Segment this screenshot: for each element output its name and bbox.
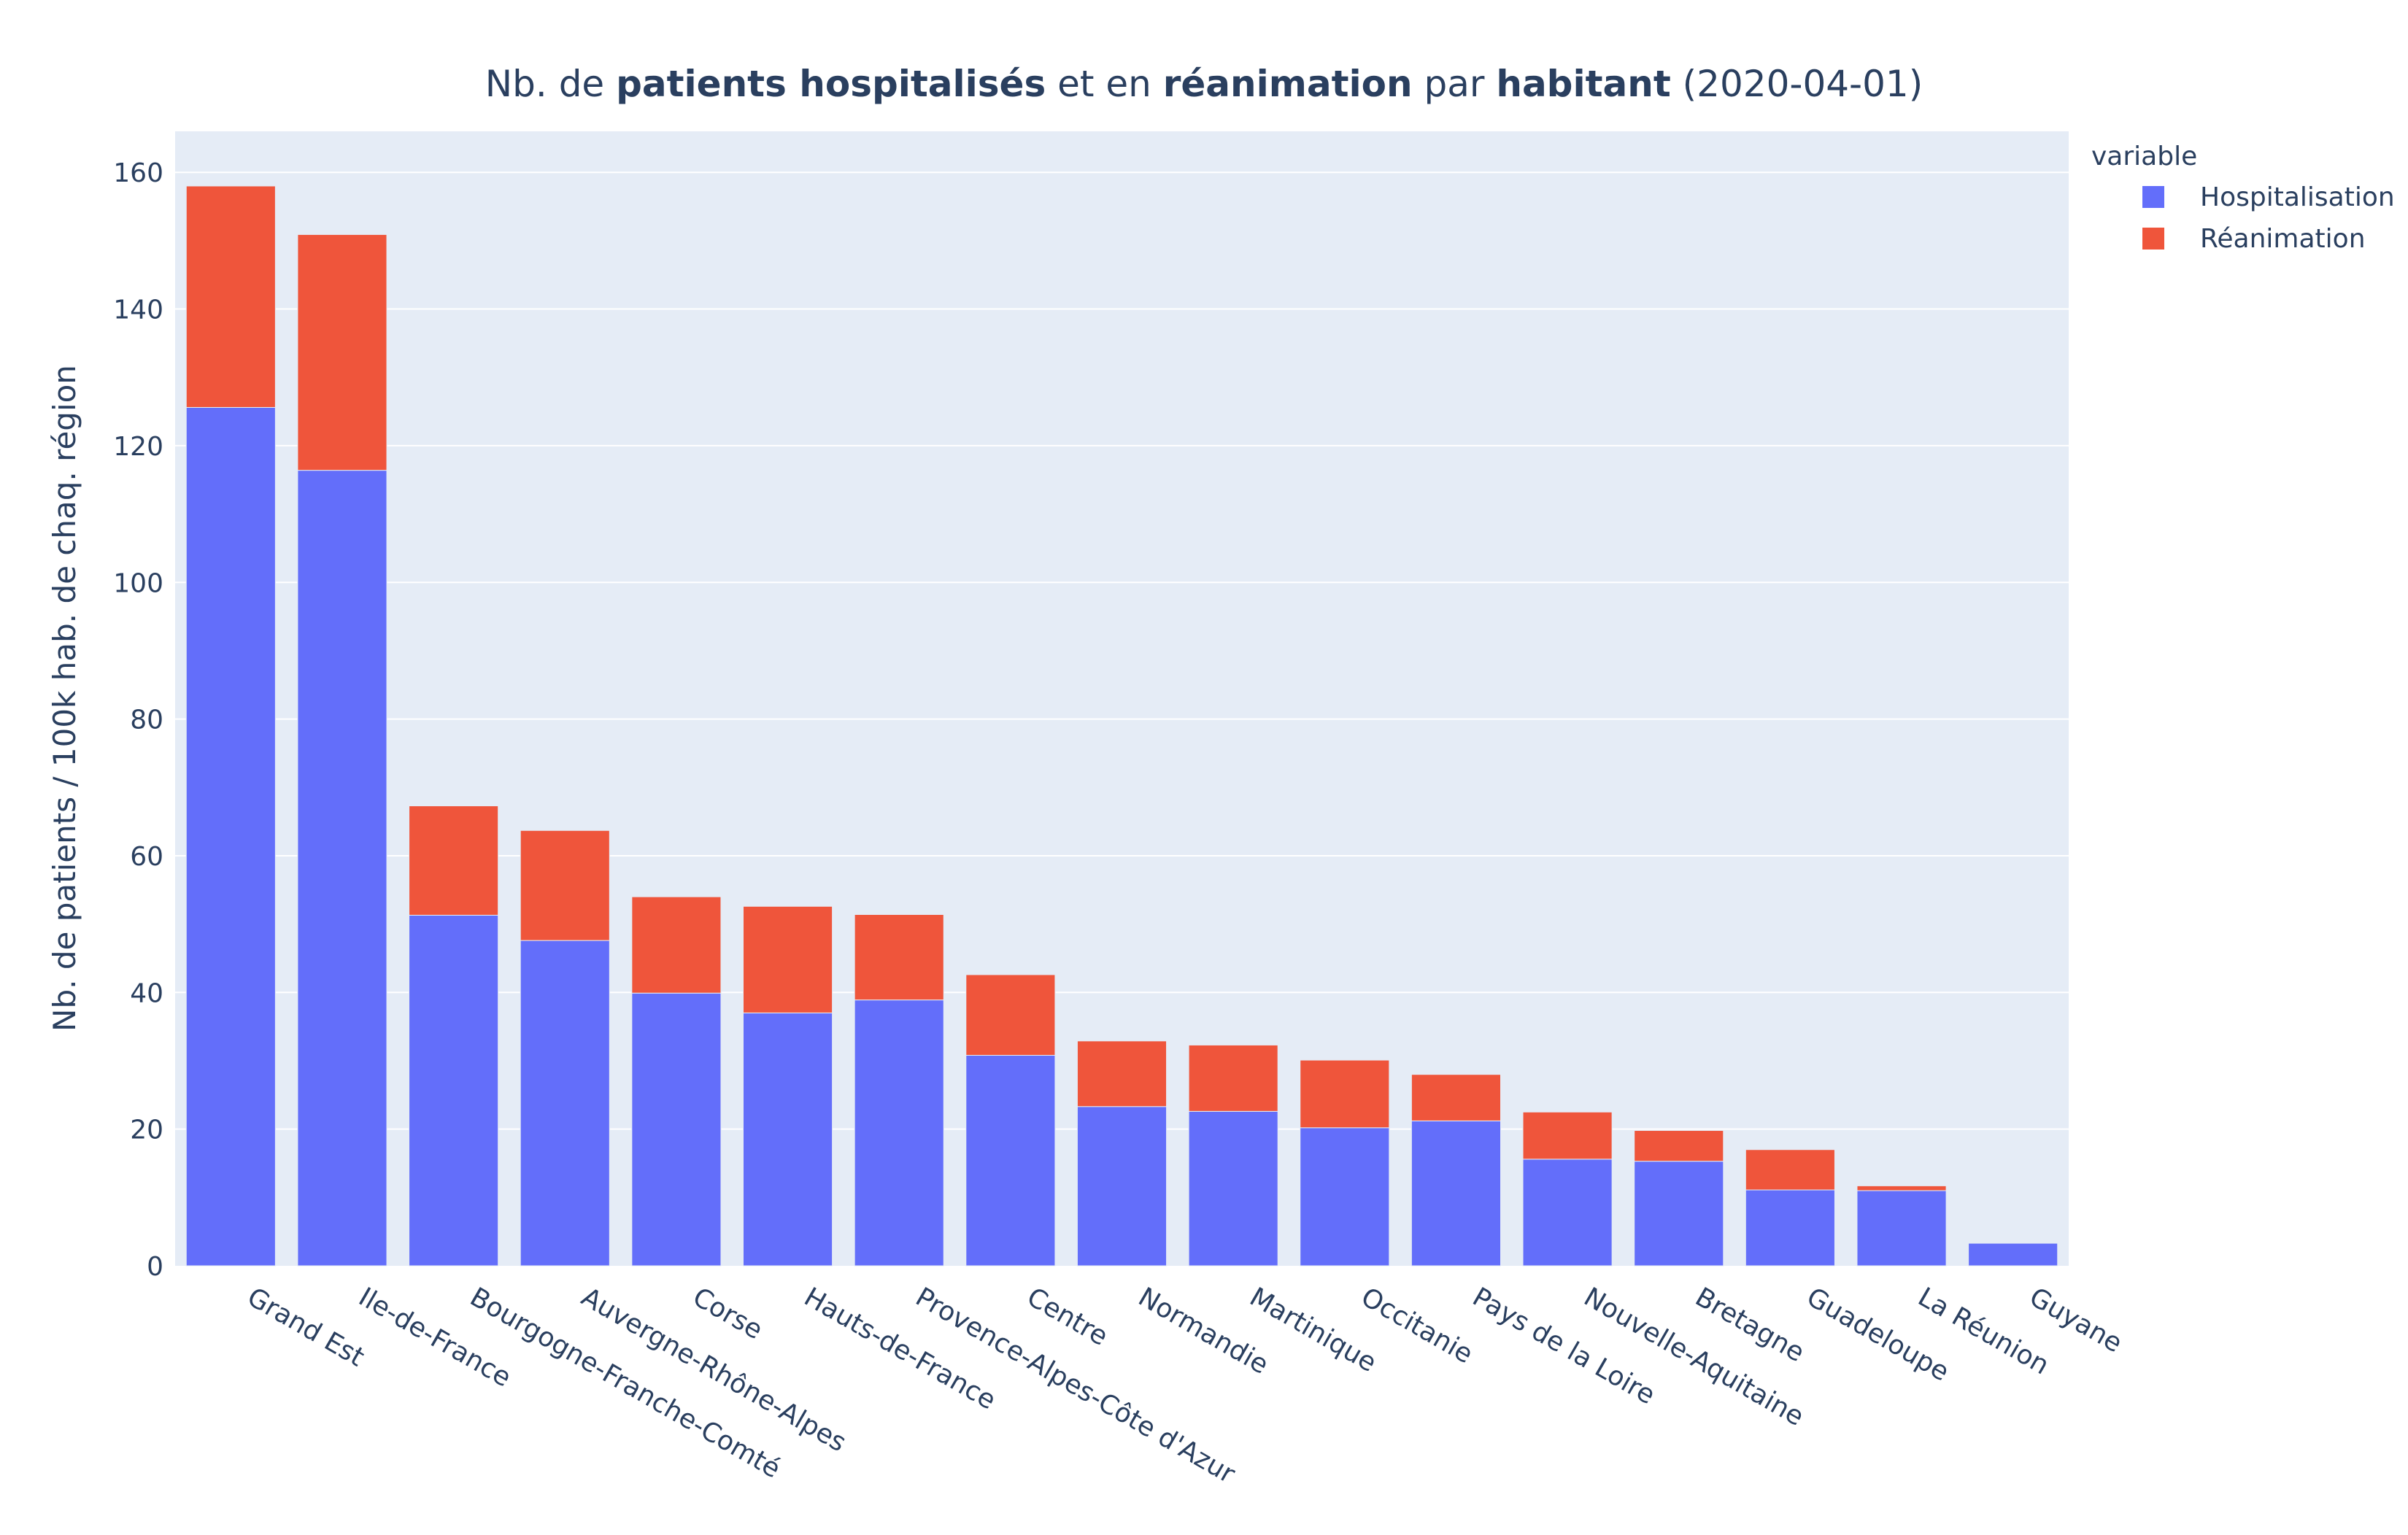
- bar-réanimation[interactable]: [185, 185, 276, 408]
- bar-hospitalisation[interactable]: [1522, 1159, 1613, 1267]
- chart-title-part: réanimation: [1162, 63, 1413, 105]
- bar-hospitalisation[interactable]: [1634, 1161, 1724, 1267]
- bar-hospitalisation[interactable]: [185, 406, 276, 1267]
- bar-réanimation[interactable]: [297, 233, 387, 471]
- y-tick-label: 100: [113, 568, 163, 598]
- bar-hospitalisation[interactable]: [965, 1054, 1056, 1267]
- chart-title: Nb. de patients hospitalisés et en réani…: [0, 63, 2408, 105]
- bar-hospitalisation[interactable]: [1745, 1189, 1835, 1267]
- bar-réanimation[interactable]: [409, 805, 499, 916]
- bar-réanimation[interactable]: [520, 830, 610, 941]
- bar-réanimation[interactable]: [1634, 1130, 1724, 1162]
- bar-réanimation[interactable]: [1188, 1044, 1278, 1112]
- y-tick-label: 80: [130, 705, 163, 735]
- y-tick-label: 0: [147, 1252, 163, 1282]
- x-tick-label: Hauts-de-France: [799, 1282, 1000, 1415]
- legend-label[interactable]: Hospitalisation: [2200, 182, 2395, 212]
- chart-title-part: et en: [1046, 63, 1163, 105]
- bar-hospitalisation[interactable]: [1300, 1127, 1390, 1267]
- bar-hospitalisation[interactable]: [854, 1000, 944, 1267]
- y-tick-label: 40: [130, 978, 163, 1008]
- x-axis-ticks: Grand EstIle-de-FranceBourgogne-Franche-…: [242, 1282, 2127, 1489]
- y-axis-label: Nb. de patients / 100k hab. de chaq. rég…: [47, 365, 82, 1032]
- bar-réanimation[interactable]: [1300, 1059, 1390, 1129]
- bar-réanimation[interactable]: [1411, 1074, 1501, 1121]
- chart-title-part: Nb. de: [485, 63, 617, 105]
- bar-hospitalisation[interactable]: [1076, 1106, 1168, 1267]
- legend-label[interactable]: Réanimation: [2200, 224, 2366, 254]
- bars: [185, 185, 2058, 1267]
- chart-title-part: (2020-04-01): [1670, 63, 1923, 105]
- x-tick-label: Pays de la Loire: [1467, 1282, 1660, 1410]
- x-tick-label: Corse: [687, 1282, 768, 1345]
- chart-title-part: par: [1412, 63, 1497, 105]
- bar-réanimation[interactable]: [965, 974, 1056, 1056]
- bar-réanimation[interactable]: [1856, 1185, 1947, 1191]
- y-tick-label: 160: [113, 158, 163, 188]
- x-tick-label: Grand Est: [242, 1282, 369, 1372]
- y-tick-label: 140: [113, 295, 163, 325]
- x-tick-label: Centre: [1022, 1282, 1113, 1352]
- chart-title-part: patients hospitalisés: [616, 63, 1046, 105]
- bar-hospitalisation[interactable]: [743, 1012, 833, 1267]
- bar-réanimation[interactable]: [1076, 1040, 1168, 1107]
- bar-réanimation[interactable]: [743, 905, 833, 1013]
- bar-hospitalisation[interactable]: [297, 470, 387, 1267]
- legend-swatch[interactable]: [2142, 186, 2164, 208]
- bar-réanimation[interactable]: [854, 914, 944, 1001]
- bar-réanimation[interactable]: [1745, 1149, 1835, 1191]
- y-tick-label: 60: [130, 842, 163, 872]
- legend-swatch[interactable]: [2142, 228, 2164, 250]
- bar-hospitalisation[interactable]: [1188, 1110, 1278, 1267]
- chart-title-part: habitant: [1496, 63, 1671, 105]
- bar-hospitalisation[interactable]: [1411, 1120, 1501, 1267]
- bar-hospitalisation[interactable]: [1856, 1190, 1947, 1267]
- bar-hospitalisation[interactable]: [409, 914, 499, 1267]
- bar-réanimation[interactable]: [1522, 1111, 1613, 1160]
- y-tick-label: 120: [113, 432, 163, 462]
- bar-hospitalisation[interactable]: [1968, 1242, 2058, 1267]
- legend-title: variable: [2091, 142, 2197, 171]
- bar-hospitalisation[interactable]: [520, 940, 610, 1267]
- legend[interactable]: variable Hospitalisation Réanimation: [2091, 142, 2395, 254]
- bar-réanimation[interactable]: [631, 896, 722, 994]
- y-tick-label: 20: [130, 1116, 163, 1145]
- y-axis-ticks: 0 20 40 60 80 100 120 140 160: [113, 158, 163, 1282]
- bar-hospitalisation[interactable]: [631, 992, 722, 1267]
